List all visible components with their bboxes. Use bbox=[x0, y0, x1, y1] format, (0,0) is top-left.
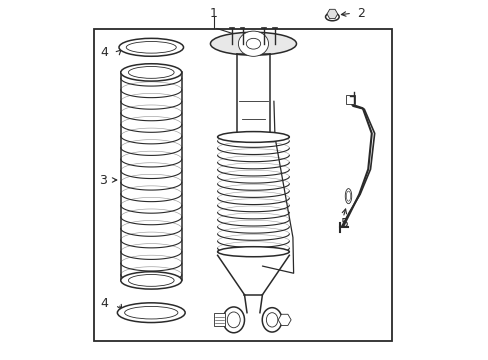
Ellipse shape bbox=[325, 13, 339, 21]
Ellipse shape bbox=[121, 272, 182, 289]
Text: 5: 5 bbox=[340, 216, 348, 230]
Bar bbox=[214, 314, 224, 326]
Text: 3: 3 bbox=[99, 174, 106, 186]
Ellipse shape bbox=[266, 313, 277, 327]
Ellipse shape bbox=[346, 191, 350, 201]
Text: 2: 2 bbox=[356, 7, 364, 20]
Ellipse shape bbox=[223, 307, 244, 333]
Ellipse shape bbox=[210, 32, 296, 55]
Ellipse shape bbox=[246, 39, 260, 49]
Ellipse shape bbox=[262, 308, 282, 332]
Text: 4: 4 bbox=[100, 297, 108, 310]
Text: 1: 1 bbox=[210, 7, 218, 20]
Text: 4: 4 bbox=[100, 46, 108, 59]
Ellipse shape bbox=[119, 39, 183, 56]
Ellipse shape bbox=[238, 31, 268, 57]
Ellipse shape bbox=[217, 247, 289, 257]
Ellipse shape bbox=[117, 303, 185, 323]
Ellipse shape bbox=[217, 132, 289, 142]
Ellipse shape bbox=[345, 189, 351, 204]
Ellipse shape bbox=[128, 274, 174, 286]
Bar bbox=[94, 30, 391, 341]
FancyBboxPatch shape bbox=[346, 95, 355, 104]
Ellipse shape bbox=[124, 306, 178, 319]
Ellipse shape bbox=[126, 41, 176, 53]
Ellipse shape bbox=[121, 64, 182, 81]
Ellipse shape bbox=[128, 67, 174, 78]
Ellipse shape bbox=[227, 312, 240, 328]
